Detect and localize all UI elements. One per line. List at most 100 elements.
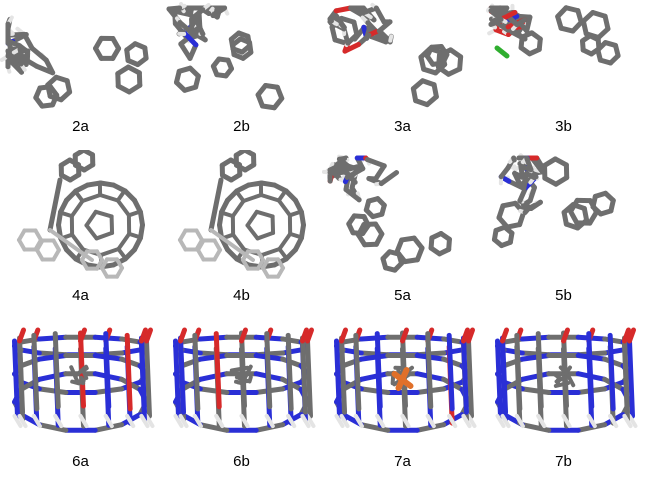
molecule-render-4b xyxy=(178,150,306,279)
bond-stick xyxy=(358,371,391,382)
bond-stick xyxy=(334,338,342,419)
carbonyl-bond xyxy=(500,327,510,344)
hydrogen-bond-stick xyxy=(339,414,350,428)
ring-bond xyxy=(116,231,132,252)
ring-bond xyxy=(383,265,398,273)
bond-stick xyxy=(103,331,112,410)
chlorine-bond xyxy=(494,45,510,59)
hydrogen-bond-stick xyxy=(375,414,386,428)
bond-stick xyxy=(75,379,86,386)
hydrogen-bond-stick xyxy=(400,414,411,428)
molecule-render-6a xyxy=(12,327,155,433)
panel-label-3b: 3b xyxy=(555,118,572,135)
bond-stick xyxy=(36,352,69,362)
bond-stick xyxy=(81,370,89,381)
bond-stick xyxy=(127,231,143,240)
bond-stick xyxy=(192,332,201,412)
bond-stick xyxy=(280,347,304,356)
hydrogen-bond-stick xyxy=(144,414,155,428)
bond-stick xyxy=(305,338,313,419)
panel-label-4a: 4a xyxy=(72,287,89,304)
bond-stick xyxy=(36,422,69,433)
bond-stick xyxy=(178,335,187,415)
ring-bond xyxy=(587,209,600,226)
bond-stick xyxy=(563,365,572,376)
bond-stick xyxy=(519,386,552,396)
panel-2b: 2b xyxy=(161,0,322,162)
panel-label-5a: 5a xyxy=(394,287,411,304)
ring-bond xyxy=(98,247,121,257)
ring-bond xyxy=(84,209,98,228)
hydrogen-bond-stick xyxy=(561,414,572,428)
bond-stick xyxy=(514,332,523,412)
bond-stick xyxy=(441,347,465,356)
panel-label-6b: 6b xyxy=(233,453,250,470)
bond-stick xyxy=(229,365,250,373)
bond-stick xyxy=(353,332,362,412)
bond-stick xyxy=(285,332,294,412)
bond-stick xyxy=(358,352,391,362)
bond-stick xyxy=(358,386,391,396)
bond-stick xyxy=(277,247,289,261)
panel-4b: 4b xyxy=(161,150,322,312)
bond-stick xyxy=(519,422,552,433)
bond-stick xyxy=(441,356,465,369)
ring-bond xyxy=(115,257,124,270)
panel-2a: 2a xyxy=(0,0,161,162)
bond-stick xyxy=(495,338,503,419)
panel-7a: 7a xyxy=(322,306,483,470)
bond-stick xyxy=(535,331,544,410)
bond-stick xyxy=(488,8,508,15)
bond-stick xyxy=(264,331,273,410)
carbonyl-bond xyxy=(400,327,409,344)
ring-bond xyxy=(363,207,376,220)
bond-stick xyxy=(287,209,304,218)
ring-bond xyxy=(115,198,131,218)
bond-stick xyxy=(364,157,387,169)
bond-stick xyxy=(288,231,304,240)
hydrogen-bond-stick xyxy=(461,414,472,428)
bond-stick xyxy=(119,336,143,345)
bond-stick xyxy=(74,364,89,377)
hydrogen-bond-stick xyxy=(622,414,633,428)
ring-bond xyxy=(93,209,114,219)
ring-bond xyxy=(70,232,86,252)
ring-bond xyxy=(39,102,56,109)
panel-label-7a: 7a xyxy=(394,453,411,470)
hydrogen-bond-stick xyxy=(17,414,28,428)
bond-stick xyxy=(173,338,181,419)
guest-metal-bond xyxy=(395,367,410,391)
hydrogen-bond-stick xyxy=(500,414,511,428)
bond-stick xyxy=(339,335,348,415)
bond-stick xyxy=(213,331,222,410)
bond-stick xyxy=(36,334,69,342)
ring-bond xyxy=(597,57,614,66)
bond-stick xyxy=(498,9,518,22)
ring-bond xyxy=(517,210,527,228)
ring-bond xyxy=(277,231,293,252)
molecule-render-2b xyxy=(166,1,285,111)
bond-stick xyxy=(607,332,616,412)
bond-stick xyxy=(519,334,552,342)
bond-stick xyxy=(441,336,465,345)
panel-5b: 5b xyxy=(483,150,644,312)
bond-stick xyxy=(519,352,552,362)
hydrogen-bond-stick xyxy=(300,414,311,428)
carbonyl-bond xyxy=(627,327,636,344)
bond-stick xyxy=(553,381,571,388)
hydrogen-bond-stick xyxy=(466,414,477,428)
bond-stick xyxy=(119,347,143,356)
ring-bond xyxy=(94,230,115,241)
ring-bond xyxy=(581,206,590,223)
ring-bond xyxy=(69,198,85,219)
bond-stick xyxy=(299,335,308,415)
panel-label-2a: 2a xyxy=(72,118,89,135)
ring-bond xyxy=(259,247,282,257)
bond-stick xyxy=(460,335,469,415)
bond-stick xyxy=(506,178,527,191)
ring-bond xyxy=(424,94,439,108)
bond-stick xyxy=(197,386,230,396)
bond-stick xyxy=(621,335,630,415)
carbonyl-bond xyxy=(17,327,27,344)
panel-label-2b: 2b xyxy=(233,118,250,135)
